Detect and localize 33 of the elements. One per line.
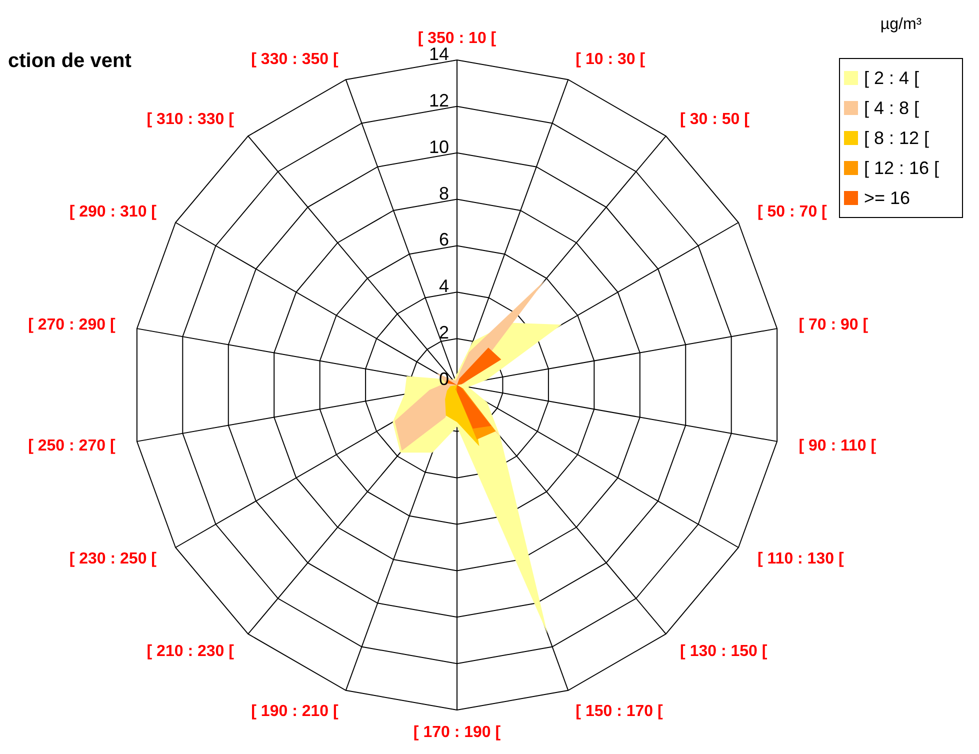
legend-label: [ 8 : 12 [ <box>864 128 930 148</box>
y-tick-label: 4 <box>438 276 449 296</box>
spoke-label: [ 210 : 230 [ <box>146 642 235 660</box>
y-tick-label: 8 <box>438 183 449 204</box>
spoke-label: [ 130 : 150 [ <box>680 642 768 660</box>
spoke-label: [ 10 : 30 [ <box>576 50 646 68</box>
legend-label: >= 16 <box>864 188 910 208</box>
legend-label: [ 2 : 4 [ <box>864 68 920 88</box>
spoke-label: [ 330 : 350 [ <box>251 50 339 68</box>
spoke-label: [ 90 : 110 [ <box>798 437 877 454</box>
text: ction de vent <box>8 50 132 73</box>
y-tick-label: 14 <box>428 44 449 64</box>
spoke-label: [ 150 : 170 [ <box>576 703 664 720</box>
y-tick-label: 10 <box>428 136 449 157</box>
spoke-label: [ 190 : 210 [ <box>251 703 339 720</box>
spoke-label: [ 110 : 130 [ <box>758 550 844 568</box>
legend-label: [ 4 : 8 [ <box>864 98 920 118</box>
spoke-label: [ 170 : 190 [ <box>413 724 502 741</box>
spoke-label: [ 30 : 50 [ <box>680 111 750 128</box>
spoke-label: [ 350 : 10 [ <box>418 30 497 47</box>
spoke-label: [ 250 : 270 [ <box>28 437 116 454</box>
spoke-label: [ 270 : 290 [ <box>28 316 116 334</box>
spoke-label: [ 290 : 310 [ <box>69 204 158 220</box>
spoke-label: [ 70 : 90 [ <box>798 316 869 334</box>
legend-title: µg/m³ <box>879 16 923 34</box>
legend-label: [ 12 : 16 [ <box>864 158 940 178</box>
spoke-label: [ 310 : 330 [ <box>146 111 235 128</box>
spoke-label: [ 230 : 250 [ <box>69 550 158 568</box>
y-tick-label: 6 <box>438 230 449 250</box>
y-tick-label: 0 <box>438 369 449 389</box>
y-tick-label: 2 <box>438 322 449 343</box>
spoke-label: [ 50 : 70 [ <box>758 204 828 220</box>
y-tick-label: 12 <box>428 90 449 110</box>
